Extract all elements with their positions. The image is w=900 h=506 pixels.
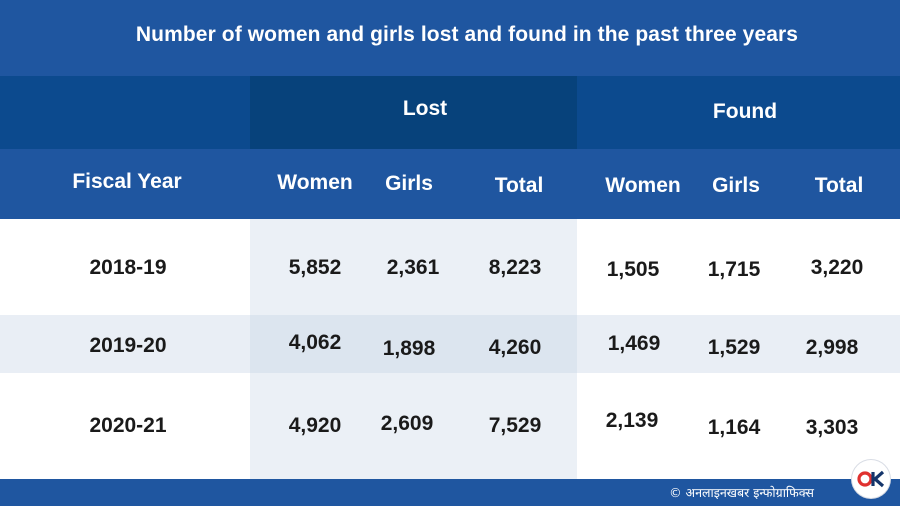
- found-group-header: Found: [712, 100, 778, 123]
- lost-women-cell: 4,920: [288, 414, 342, 437]
- footer-bar: © अनलाइनखबर इन्फोग्राफिक्स: [0, 479, 900, 506]
- lost-girls-cell: 2,609: [380, 412, 434, 435]
- found-girls-cell: 1,529: [707, 336, 761, 359]
- lost-group-background: [250, 76, 577, 149]
- chart-title: Number of women and girls lost and found…: [135, 23, 799, 46]
- title-bar: Number of women and girls lost and found…: [0, 0, 900, 76]
- lost-girls-column-header: Girls: [385, 172, 433, 195]
- lost-total-cell: 8,223: [488, 256, 542, 279]
- fiscal-year-cell: 2020-21: [89, 414, 167, 437]
- found-girls-column-header: Girls: [712, 174, 760, 197]
- found-girls-cell: 1,715: [707, 258, 761, 281]
- lost-total-column-header: Total: [494, 174, 544, 197]
- fiscal-year-cell: 2018-19: [89, 256, 167, 279]
- fiscal-year-cell: 2019-20: [89, 334, 167, 357]
- column-header-row: Fiscal Year Women Girls Total Women Girl…: [0, 149, 900, 219]
- found-girls-cell: 1,164: [707, 416, 761, 439]
- lost-total-cell: 7,529: [488, 414, 542, 437]
- found-women-cell: 1,469: [607, 332, 661, 355]
- lost-total-cell: 4,260: [488, 336, 542, 359]
- lost-women-cell: 4,062: [288, 331, 342, 354]
- lost-women-column-header: Women: [277, 171, 353, 194]
- lost-girls-cell: 2,361: [386, 256, 440, 279]
- row-band: [0, 373, 900, 479]
- table-body: 2018-19 5,852 2,361 8,223 1,505 1,715 3,…: [0, 219, 900, 479]
- lost-women-cell: 5,852: [288, 256, 342, 279]
- found-women-column-header: Women: [605, 174, 681, 197]
- row-band: [0, 219, 900, 315]
- found-women-cell: 1,505: [606, 258, 660, 281]
- credit-text: © अनलाइनखबर इन्फोग्राफिक्स: [669, 485, 814, 500]
- found-total-cell: 3,220: [810, 256, 864, 279]
- row-band-alt: [0, 315, 900, 373]
- lost-girls-cell: 1,898: [382, 337, 436, 360]
- found-women-cell: 2,139: [605, 409, 659, 432]
- found-total-column-header: Total: [814, 174, 864, 197]
- lost-columns-shade: [250, 219, 577, 479]
- found-total-cell: 3,303: [805, 416, 859, 439]
- found-total-cell: 2,998: [805, 336, 859, 359]
- fiscal-year-column-header: Fiscal Year: [72, 170, 182, 193]
- lost-group-header: Lost: [402, 97, 448, 120]
- column-group-row: Lost Found: [0, 76, 900, 149]
- onlinekhabar-logo-icon: [852, 460, 890, 498]
